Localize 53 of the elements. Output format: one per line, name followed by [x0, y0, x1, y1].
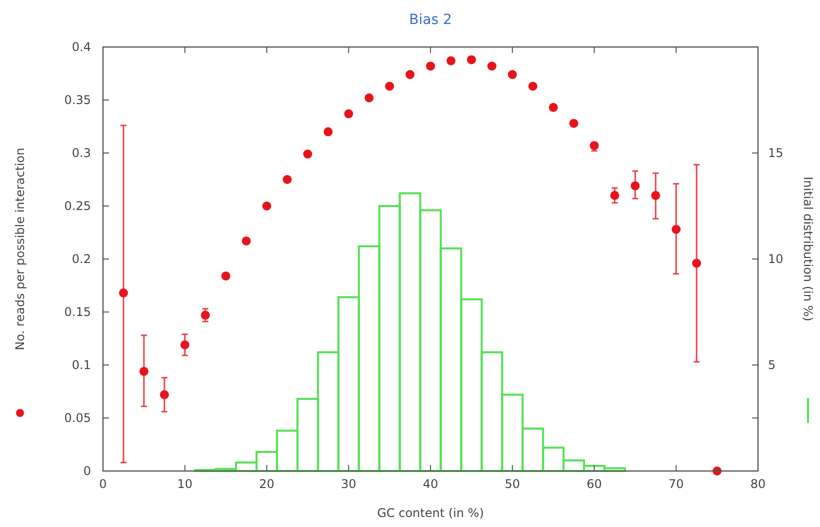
- point: [406, 70, 415, 80]
- x-tick-label: 40: [422, 477, 438, 491]
- y2-axis-title: Initial distribution (in %): [801, 176, 815, 322]
- y-tick-label: 0.25: [64, 199, 91, 213]
- point: [487, 62, 496, 71]
- point: [692, 258, 702, 268]
- point: [528, 82, 538, 91]
- point: [466, 55, 476, 64]
- point: [548, 102, 558, 112]
- x-tick-label: 50: [504, 477, 520, 491]
- chart-title: Bias 2: [409, 12, 452, 28]
- x-axis-title: GC content (in %): [377, 506, 484, 520]
- point: [303, 150, 312, 159]
- point: [569, 118, 578, 128]
- x-tick-label: 80: [750, 477, 766, 491]
- point: [672, 224, 681, 234]
- point: [221, 271, 230, 280]
- point: [446, 56, 456, 66]
- point: [324, 127, 333, 136]
- y2-tick-label: 15: [768, 146, 784, 160]
- point: [344, 109, 354, 118]
- y-tick-label: 0.15: [64, 305, 91, 319]
- point: [364, 93, 374, 102]
- x-tick-label: 20: [259, 477, 274, 491]
- point: [180, 340, 190, 350]
- point: [200, 310, 210, 320]
- y2-tick-label: 10: [768, 252, 784, 266]
- x-tick-label: 60: [586, 477, 602, 491]
- point: [651, 190, 660, 200]
- point: [262, 202, 272, 210]
- point: [118, 288, 128, 298]
- x-tick-label: 10: [177, 477, 193, 491]
- point: [426, 62, 435, 71]
- y-tick-label: 0.05: [64, 411, 91, 425]
- x-tick-label: 70: [668, 477, 684, 491]
- point: [630, 181, 640, 190]
- point: [160, 390, 169, 400]
- y-axis-title: No. reads per possible interaction: [13, 148, 27, 350]
- y-tick-label: 0.1: [72, 358, 91, 372]
- y-tick-label: 0.4: [72, 40, 91, 54]
- point: [139, 366, 148, 376]
- y-tick-label: 0.3: [72, 146, 91, 160]
- point: [385, 82, 394, 91]
- x-tick-label: 30: [340, 477, 356, 491]
- y2-tick-label: 5: [768, 358, 776, 372]
- point: [242, 236, 251, 246]
- point: [508, 70, 517, 80]
- y-tick-label: 0.2: [72, 252, 91, 266]
- y-tick-label: 0: [83, 464, 91, 478]
- x-tick-label: 0: [99, 477, 107, 491]
- y-tick-label: 0.35: [64, 93, 91, 107]
- point: [610, 190, 620, 200]
- point: [282, 175, 292, 184]
